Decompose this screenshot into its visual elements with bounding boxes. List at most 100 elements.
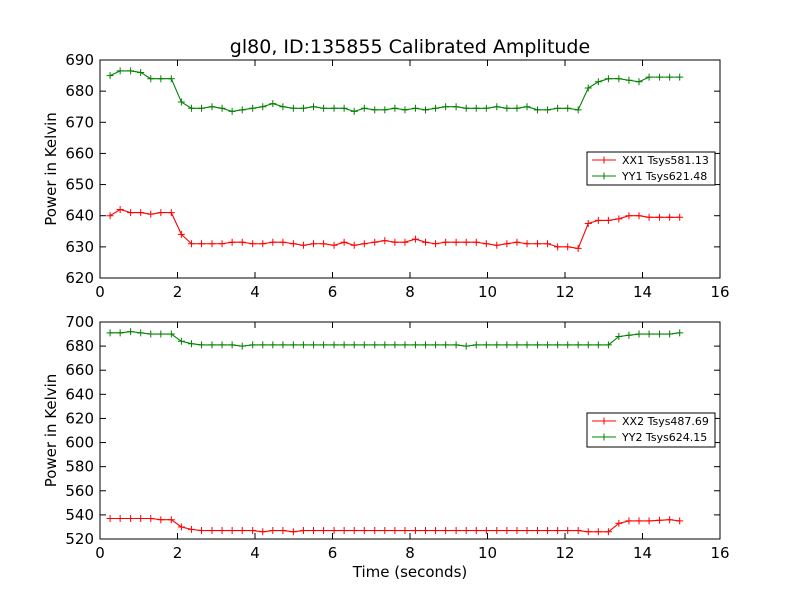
legend-label: XX1 Tsys581.13: [622, 154, 709, 167]
x-tick-label: 16: [710, 283, 729, 301]
data-point: [167, 516, 175, 524]
y-tick-label: 580: [65, 458, 94, 476]
data-point: [269, 527, 277, 535]
data-point: [625, 76, 633, 84]
data-point: [391, 104, 399, 112]
data-point: [167, 75, 175, 83]
data-point: [228, 527, 236, 535]
data-point: [493, 103, 501, 111]
data-point: [452, 341, 460, 349]
data-point: [452, 527, 460, 535]
data-point: [401, 341, 409, 349]
data-point: [533, 527, 541, 535]
data-point: [147, 330, 155, 338]
x-tick-label: 4: [250, 544, 260, 562]
data-point: [656, 73, 664, 81]
data-point: [147, 515, 155, 523]
data-point: [360, 104, 368, 112]
data-point: [656, 516, 664, 524]
y-tick-label: 700: [65, 313, 94, 331]
y-tick-label: 630: [65, 238, 94, 256]
data-point: [137, 209, 145, 217]
data-point: [218, 341, 226, 349]
data-point: [635, 517, 643, 525]
data-point: [350, 341, 358, 349]
data-point: [574, 341, 582, 349]
data-point: [574, 527, 582, 535]
x-tick-label: 12: [555, 283, 574, 301]
data-point: [564, 243, 572, 251]
data-point: [584, 528, 592, 536]
data-point: [482, 240, 490, 248]
data-point: [299, 341, 307, 349]
x-tick-label: 12: [555, 544, 574, 562]
data-point: [310, 240, 318, 248]
data-point: [503, 104, 511, 112]
data-point: [208, 341, 216, 349]
data-point: [615, 215, 623, 223]
data-point: [238, 238, 246, 246]
data-point: [350, 527, 358, 535]
data-point: [625, 331, 633, 339]
data-point: [147, 75, 155, 83]
data-point: [269, 238, 277, 246]
y-tick-label: 520: [65, 530, 94, 548]
data-point: [493, 341, 501, 349]
data-point: [228, 238, 236, 246]
bottom-panel: 0 2 4 6 8 10 12 14 16 520 540 560 580 600 620 640 660 680…: [42, 313, 730, 581]
data-point: [635, 330, 643, 338]
data-point: [533, 341, 541, 349]
data-point: [462, 527, 470, 535]
x-tick-label: 16: [710, 544, 729, 562]
y-tick-label: 670: [65, 113, 94, 131]
legend-label: XX2 Tsys487.69: [622, 415, 709, 428]
data-point: [381, 341, 389, 349]
data-point: [360, 527, 368, 535]
data-point: [279, 238, 287, 246]
data-point: [279, 341, 287, 349]
legend-box: [586, 412, 716, 448]
data-point: [513, 527, 521, 535]
data-point: [198, 240, 206, 248]
data-point: [238, 527, 246, 535]
data-point: [340, 341, 348, 349]
data-point: [544, 341, 552, 349]
data-point: [157, 209, 165, 217]
x-tick-label: 6: [328, 283, 338, 301]
y-tick-label: 680: [65, 337, 94, 355]
data-point: [533, 106, 541, 114]
data-point: [177, 230, 185, 238]
data-point: [442, 238, 450, 246]
data-point: [320, 341, 328, 349]
data-point: [676, 73, 684, 81]
data-point: [604, 528, 612, 536]
data-point: [422, 238, 429, 246]
legend-marker: [600, 433, 608, 441]
data-point: [127, 67, 135, 75]
data-point: [544, 527, 552, 535]
x-tick-label: 14: [633, 544, 652, 562]
data-point: [127, 328, 135, 336]
data-point: [594, 528, 602, 536]
data-point: [411, 527, 419, 535]
data-point: [645, 517, 653, 525]
data-point: [676, 517, 684, 525]
legend-marker: [600, 156, 608, 164]
data-point: [187, 340, 195, 348]
data-point: [391, 341, 399, 349]
data-point: [401, 238, 409, 246]
data-point: [187, 525, 195, 533]
data-point: [666, 213, 674, 221]
data-point: [371, 527, 379, 535]
x-axis-label: Time (seconds): [352, 563, 468, 581]
data-point: [452, 238, 460, 246]
data-point: [482, 104, 490, 112]
data-point: [116, 515, 124, 523]
data-point: [330, 241, 338, 249]
data-point: [340, 104, 348, 112]
data-point: [625, 212, 633, 220]
chart-title: gl80, ID:135855 Calibrated Amplitude: [230, 36, 590, 58]
data-point: [574, 106, 582, 114]
data-point: [167, 209, 175, 217]
